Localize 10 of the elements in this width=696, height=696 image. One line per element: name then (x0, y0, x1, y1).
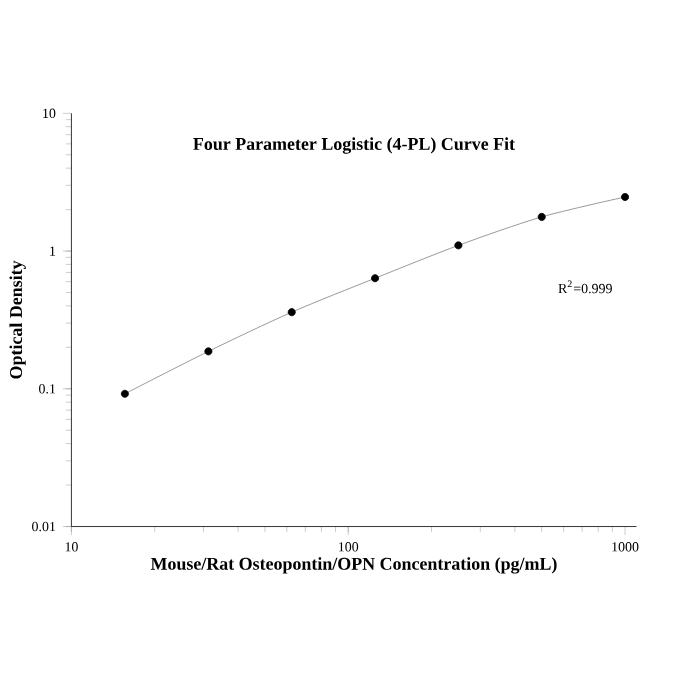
text: Four Parameter Logistic (4-PL) Curve Fit (193, 137, 515, 154)
x-axis-title: Mouse/Rat Osteopontin/OPN Concentration (pg/mL) (150, 557, 557, 574)
point (537, 212, 546, 221)
point (371, 274, 380, 283)
point (454, 241, 463, 250)
y-axis-title: Optical Density (9, 260, 26, 379)
point (287, 308, 296, 317)
point (120, 389, 129, 398)
point (204, 347, 213, 356)
point (621, 193, 630, 201)
